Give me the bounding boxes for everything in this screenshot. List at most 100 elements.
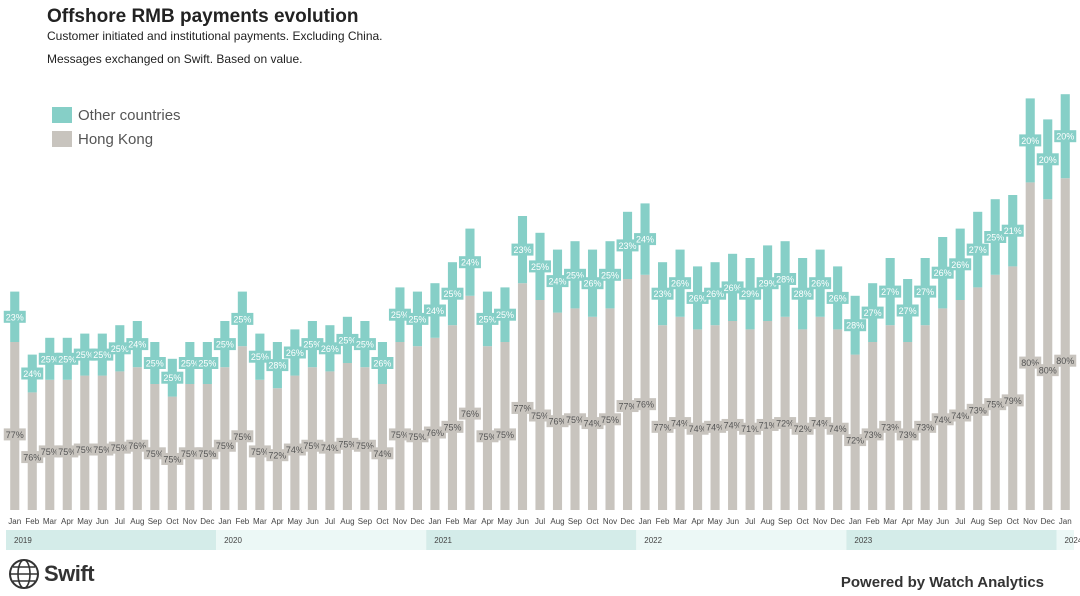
- data-label-other-bg: [108, 342, 131, 355]
- data-label-other: 23%: [619, 241, 637, 251]
- data-label-hongkong-bg: [56, 445, 79, 458]
- x-tick-label: Sep: [358, 517, 373, 526]
- data-label-other-bg: [651, 287, 674, 300]
- data-label-hongkong: 75%: [58, 447, 76, 457]
- x-tick-label: Jan: [218, 517, 231, 526]
- data-label-hongkong-bg: [161, 452, 184, 465]
- x-tick-label: Dec: [831, 517, 845, 526]
- data-label-hongkong: 75%: [391, 430, 409, 440]
- bar-hongkong: [220, 367, 230, 510]
- data-label-hongkong: 75%: [338, 439, 356, 449]
- data-label-other: 27%: [969, 245, 987, 255]
- data-label-hongkong-bg: [949, 409, 972, 422]
- data-label-hongkong: 77%: [654, 422, 672, 432]
- data-label-hongkong-bg: [826, 422, 849, 435]
- bar-hongkong: [885, 325, 895, 510]
- x-tick-label: Oct: [376, 517, 389, 526]
- bar-hongkong: [115, 371, 125, 510]
- data-label-other: 28%: [794, 289, 812, 299]
- x-tick-label: Feb: [235, 517, 249, 526]
- data-label-hongkong: 74%: [321, 443, 339, 453]
- data-label-other: 25%: [233, 314, 251, 324]
- legend-swatch-other: [52, 107, 72, 123]
- data-label-hongkong: 75%: [93, 445, 111, 455]
- data-label-other-bg: [56, 352, 79, 365]
- data-label-other: 25%: [251, 352, 269, 362]
- data-label-other-bg: [213, 338, 236, 351]
- bar-hongkong: [1060, 178, 1070, 510]
- bar-hongkong: [850, 354, 860, 510]
- data-label-other: 25%: [58, 354, 76, 364]
- data-label-other: 26%: [584, 279, 602, 289]
- data-label-hongkong: 73%: [864, 430, 882, 440]
- x-tick-label: Mar: [463, 517, 477, 526]
- data-label-hongkong-bg: [231, 430, 254, 443]
- bar-hongkong: [710, 325, 720, 510]
- data-label-hongkong-bg: [126, 439, 149, 452]
- data-label-hongkong: 76%: [23, 453, 41, 463]
- data-label-hongkong-bg: [213, 439, 236, 452]
- x-tick-label: Nov: [1023, 517, 1037, 526]
- x-tick-label: Jul: [955, 517, 965, 526]
- bar-hongkong: [570, 308, 580, 510]
- data-label-other-bg: [196, 357, 219, 369]
- x-tick-label: Jan: [1059, 517, 1072, 526]
- x-tick-label: Mar: [883, 517, 897, 526]
- bar-hongkong: [342, 363, 352, 510]
- bar-hongkong: [255, 379, 265, 510]
- year-band: [1056, 530, 1074, 550]
- data-label-hongkong: 75%: [181, 449, 199, 459]
- data-label-hongkong-bg: [108, 441, 131, 454]
- data-label-other: 25%: [76, 350, 94, 360]
- legend-item-other[interactable]: Other countries: [52, 103, 181, 127]
- x-tick-label: Mar: [673, 517, 687, 526]
- data-label-hongkong-bg: [143, 447, 166, 460]
- data-label-other-bg: [949, 258, 972, 271]
- data-label-other-bg: [21, 367, 44, 380]
- data-label-other: 25%: [601, 270, 619, 280]
- data-label-hongkong: 75%: [233, 432, 251, 442]
- data-label-hongkong-bg: [931, 413, 954, 426]
- x-tick-label: Mar: [43, 517, 57, 526]
- data-label-hongkong-bg: [984, 398, 1007, 411]
- data-label-other: 21%: [1004, 226, 1022, 236]
- data-label-other: 25%: [303, 340, 321, 350]
- data-label-hongkong-bg: [248, 445, 271, 458]
- data-label-hongkong-bg: [266, 449, 289, 462]
- legend-label-other: Other countries: [78, 106, 181, 124]
- data-label-hongkong: 75%: [41, 447, 59, 457]
- data-label-hongkong-bg: [388, 428, 411, 441]
- data-label-hongkong: 75%: [216, 441, 234, 451]
- data-label-other: 28%: [776, 275, 794, 285]
- legend-item-hongkong[interactable]: Hong Kong: [52, 127, 181, 151]
- bar-hongkong: [307, 367, 317, 510]
- x-tick-label: Feb: [25, 517, 39, 526]
- chart-legend: Other countries Hong Kong: [52, 103, 181, 151]
- year-label: 2021: [434, 536, 452, 545]
- data-label-other-bg: [1036, 153, 1059, 166]
- data-label-hongkong: 72%: [794, 424, 812, 434]
- data-label-hongkong-bg: [529, 409, 551, 422]
- data-label-other-bg: [143, 357, 166, 369]
- data-label-other: 25%: [478, 314, 496, 324]
- year-label: 2020: [224, 536, 242, 545]
- data-label-hongkong: 75%: [601, 415, 619, 425]
- data-label-hongkong: 75%: [443, 422, 461, 432]
- data-label-hongkong: 77%: [513, 403, 531, 413]
- powered-by: Powered by Watch Analytics: [840, 574, 1044, 591]
- bar-hongkong: [745, 329, 755, 510]
- year-band: [216, 530, 427, 550]
- data-label-hongkong-bg: [441, 420, 464, 433]
- data-label-other: 25%: [496, 310, 514, 320]
- x-tick-label: Aug: [550, 517, 564, 526]
- bar-hongkong: [622, 279, 633, 510]
- x-tick-label: Jun: [516, 517, 529, 526]
- data-label-hongkong: 76%: [461, 409, 479, 419]
- bar-hongkong: [693, 329, 703, 510]
- data-label-other-bg: [231, 312, 254, 325]
- data-label-other-bg: [721, 281, 744, 294]
- data-label-hongkong-bg: [914, 420, 937, 433]
- data-label-other: 20%: [1039, 155, 1057, 165]
- data-label-other: 28%: [846, 321, 864, 331]
